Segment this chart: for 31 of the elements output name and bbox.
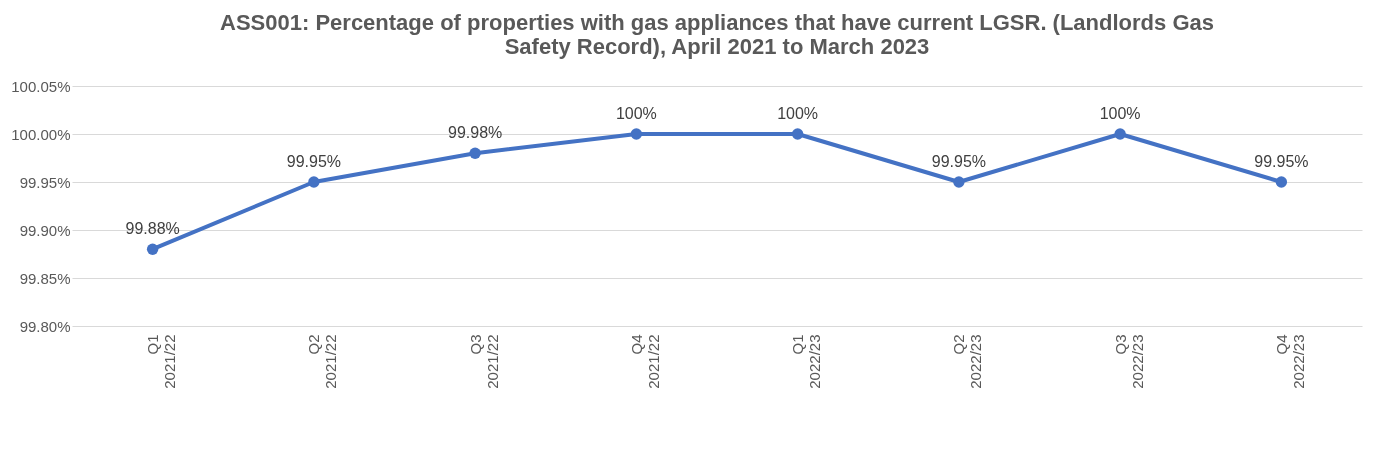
y-tick-label: 99.80% xyxy=(19,317,71,335)
data-label: 100% xyxy=(1099,105,1141,122)
y-tick-label: 100.05% xyxy=(11,77,71,95)
y-tick-label: 100.00% xyxy=(11,125,71,143)
chart-title: ASS001: Percentage of properties with gas appliances that have current LGSR. (Landlords Gas Safety Record), April 2021 to March 2023 xyxy=(220,10,1214,59)
x-tick-label: Q4 2022/23 xyxy=(1272,334,1307,389)
x-tick-label: Q3 2022/23 xyxy=(1111,334,1146,389)
data-label: 100% xyxy=(615,105,657,122)
x-tick-label: Q4 2021/22 xyxy=(627,334,662,389)
x-tick-label: Q1 2022/23 xyxy=(789,334,824,389)
x-tick-label: Q1 2021/22 xyxy=(144,334,179,389)
point xyxy=(630,128,643,140)
x-tick-label: Q3 2021/22 xyxy=(466,334,501,389)
data-label: 100% xyxy=(777,105,819,122)
data-label: 99.95% xyxy=(286,153,342,170)
point xyxy=(469,147,481,159)
x-tick-label: Q2 2022/23 xyxy=(950,334,985,389)
point xyxy=(791,128,804,140)
y-tick-label: 99.95% xyxy=(19,173,71,191)
point xyxy=(146,243,159,255)
data-label: 99.98% xyxy=(447,124,503,142)
y-tick-label: 99.85% xyxy=(19,269,71,287)
point xyxy=(1275,176,1288,188)
point xyxy=(1114,128,1126,140)
x-tick-label: Q2 2021/22 xyxy=(305,334,340,389)
y-tick-label: 99.90% xyxy=(19,221,71,239)
point xyxy=(953,176,965,188)
point xyxy=(308,176,320,188)
data-label: 99.88% xyxy=(125,220,180,238)
data-label: 99.95% xyxy=(931,153,987,170)
data-label: 99.95% xyxy=(1254,153,1309,170)
